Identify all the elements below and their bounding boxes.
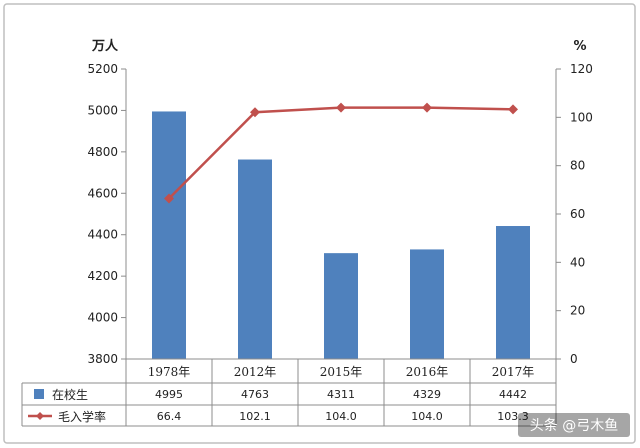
bar [410, 249, 444, 359]
legend-label: 毛入学率 [58, 409, 106, 424]
line-series [164, 102, 518, 204]
bar [152, 111, 186, 359]
right-axis-unit: % [573, 39, 586, 54]
table-cell: 4329 [413, 388, 441, 401]
line-point [250, 107, 260, 118]
category-label: 2016年 [406, 365, 449, 379]
right-tick-label: 80 [570, 159, 585, 173]
left-tick-label: 4400 [87, 228, 118, 242]
left-tick-label: 4000 [87, 311, 118, 325]
bar [496, 226, 530, 359]
legend-label: 在校生 [52, 387, 88, 402]
right-tick-label: 100 [570, 110, 593, 124]
right-tick-label: 120 [570, 62, 593, 76]
left-tick-label: 4200 [87, 269, 118, 283]
table-cell: 102.1 [239, 410, 271, 423]
left-tick-label: 4600 [87, 186, 118, 200]
left-tick-label: 5000 [87, 103, 118, 117]
table-cell: 4442 [499, 388, 527, 401]
category-label: 2015年 [320, 365, 363, 379]
right-tick-label: 60 [570, 207, 585, 221]
left-tick-label: 3800 [87, 352, 118, 366]
left-tick-label: 5200 [87, 62, 118, 76]
line-point [508, 104, 518, 115]
table-cell: 4995 [155, 388, 183, 401]
line-point [336, 102, 346, 113]
line-point [422, 102, 432, 113]
table-cell: 4763 [241, 388, 269, 401]
bar-series [152, 111, 530, 359]
bar [238, 159, 272, 359]
line-point [164, 193, 174, 204]
left-tick-label: 4800 [87, 145, 118, 159]
table-cell: 104.0 [411, 410, 443, 423]
table-cell: 103.3 [497, 410, 529, 423]
left-axis-unit: 万人 [91, 38, 119, 54]
table-cell: 66.4 [157, 410, 182, 423]
bar [324, 253, 358, 359]
right-tick-label: 20 [570, 304, 585, 318]
table-cell: 104.0 [325, 410, 357, 423]
right-axis: 0 20 40 60 80 100 120 [555, 62, 593, 366]
left-axis: 3800 4000 4200 4400 4600 4800 5000 5200 [87, 62, 127, 366]
category-label: 2017年 [492, 365, 535, 379]
category-label: 2012年 [234, 365, 277, 379]
category-label: 1978年 [148, 365, 191, 379]
legend-swatch-bar [34, 389, 44, 399]
legend-swatch-marker [36, 412, 44, 420]
right-tick-label: 40 [570, 255, 585, 269]
watermark: 头条 @弓木鱼 [530, 417, 618, 434]
watermark-bg [518, 413, 630, 437]
table-cell: 4311 [327, 388, 355, 401]
right-tick-label: 0 [570, 352, 578, 366]
